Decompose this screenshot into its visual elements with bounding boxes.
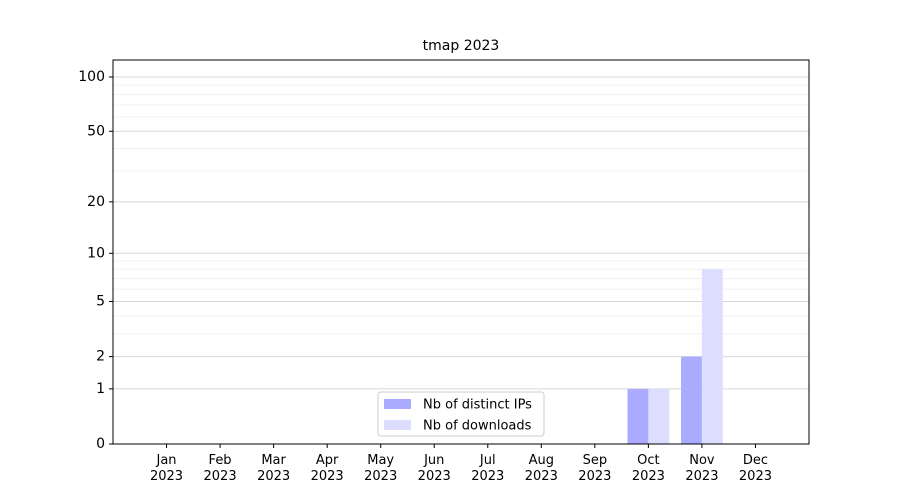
plot-frame [112, 59, 810, 445]
x-tick-label: Feb 2023 [203, 453, 237, 484]
y-tick-label: 10 [87, 245, 105, 261]
x-tick-label: Sep 2023 [578, 453, 612, 484]
x-tick-label: Jun 2023 [417, 453, 451, 484]
y-tick-label: 2 [96, 349, 105, 365]
bar [627, 388, 649, 444]
y-tick-label: 20 [87, 194, 105, 210]
bar [648, 388, 670, 444]
y-tick-label: 1 [96, 381, 105, 397]
chart-title: tmap 2023 [423, 38, 500, 54]
x-tick-label: Mar 2023 [257, 453, 291, 484]
x-tick-label: May 2023 [364, 453, 398, 484]
y-tick-label: 100 [78, 69, 105, 85]
x-tick-label: Nov 2023 [685, 453, 719, 484]
bar [701, 269, 723, 444]
bar [681, 356, 702, 444]
x-tick-label: Apr 2023 [310, 453, 344, 484]
legend-box [377, 391, 545, 437]
x-tick-label: Jul 2023 [471, 453, 505, 484]
legend-swatch [384, 420, 411, 430]
legend-swatch [384, 399, 411, 409]
x-tick-label: Dec 2023 [738, 453, 772, 484]
x-tick-label: Oct 2023 [631, 453, 665, 484]
y-tick-label: 50 [87, 123, 105, 139]
legend-label: Nb of downloads [423, 419, 532, 434]
x-tick-label: Jan 2023 [149, 453, 184, 484]
y-tick-label: 0 [96, 436, 105, 452]
y-tick-label: 5 [96, 293, 105, 309]
x-tick-label: Aug 2023 [524, 453, 558, 484]
legend-label: Nb of distinct IPs [423, 398, 532, 413]
